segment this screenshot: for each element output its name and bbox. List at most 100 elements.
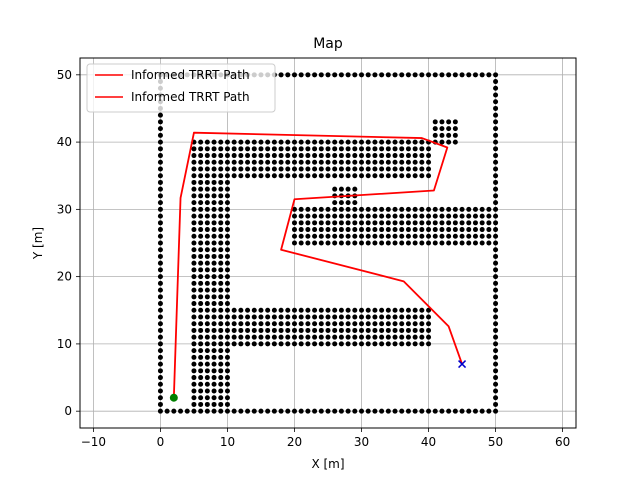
obstacle-point xyxy=(493,119,499,125)
obstacle-point xyxy=(198,327,204,333)
obstacle-point xyxy=(385,233,391,239)
obstacle-point xyxy=(285,341,291,347)
obstacle-point xyxy=(271,307,277,313)
obstacle-point xyxy=(204,375,210,381)
obstacle-point xyxy=(211,153,217,159)
obstacle-point xyxy=(405,227,411,233)
obstacle-point xyxy=(352,341,358,347)
obstacle-point xyxy=(345,240,351,246)
obstacle-point xyxy=(439,206,445,212)
obstacle-point xyxy=(211,166,217,172)
obstacle-point xyxy=(191,179,197,185)
obstacle-point xyxy=(265,166,271,172)
obstacle-point xyxy=(191,341,197,347)
obstacle-point xyxy=(312,341,318,347)
obstacle-point xyxy=(486,206,492,212)
obstacle-point xyxy=(204,267,210,273)
obstacle-point xyxy=(359,206,365,212)
obstacle-point xyxy=(238,334,244,340)
obstacle-point xyxy=(224,146,230,152)
obstacle-point xyxy=(419,159,425,165)
obstacle-point xyxy=(426,206,432,212)
obstacle-point xyxy=(191,301,197,307)
obstacle-point xyxy=(332,327,338,333)
obstacle-point xyxy=(345,166,351,172)
obstacle-point xyxy=(305,173,311,179)
obstacle-point xyxy=(318,220,324,226)
obstacle-point xyxy=(238,173,244,179)
obstacle-point xyxy=(359,72,365,78)
obstacle-point xyxy=(157,381,163,387)
obstacle-point xyxy=(365,334,371,340)
obstacle-point xyxy=(224,179,230,185)
obstacle-point xyxy=(493,401,499,407)
obstacle-point xyxy=(472,220,478,226)
obstacle-point xyxy=(224,307,230,313)
obstacle-point xyxy=(472,240,478,246)
obstacle-point xyxy=(291,307,297,313)
obstacle-point xyxy=(224,334,230,340)
obstacle-point xyxy=(345,314,351,320)
obstacle-point xyxy=(452,72,458,78)
obstacle-point xyxy=(245,159,251,165)
obstacle-point xyxy=(325,72,331,78)
obstacle-point xyxy=(392,408,398,414)
obstacle-point xyxy=(191,354,197,360)
obstacle-point xyxy=(325,314,331,320)
obstacle-point xyxy=(198,253,204,259)
obstacle-point xyxy=(157,280,163,286)
obstacle-point xyxy=(204,307,210,313)
obstacle-point xyxy=(258,327,264,333)
obstacle-point xyxy=(359,321,365,327)
obstacle-point xyxy=(385,159,391,165)
obstacle-point xyxy=(231,146,237,152)
obstacle-point xyxy=(312,327,318,333)
obstacle-point xyxy=(452,233,458,239)
obstacle-point xyxy=(291,233,297,239)
obstacle-point xyxy=(419,166,425,172)
obstacle-point xyxy=(345,206,351,212)
obstacle-point xyxy=(352,200,358,206)
obstacle-point xyxy=(157,368,163,374)
obstacle-point xyxy=(432,220,438,226)
obstacle-point xyxy=(265,139,271,145)
obstacle-point xyxy=(352,240,358,246)
obstacle-point xyxy=(385,139,391,145)
obstacle-point xyxy=(493,361,499,367)
obstacle-point xyxy=(385,334,391,340)
obstacle-point xyxy=(191,381,197,387)
obstacle-point xyxy=(426,321,432,327)
chart-title: Map xyxy=(313,36,343,52)
obstacle-point xyxy=(365,220,371,226)
obstacle-point xyxy=(379,146,385,152)
obstacle-point xyxy=(218,334,224,340)
obstacle-point xyxy=(426,307,432,313)
obstacle-point xyxy=(332,307,338,313)
obstacle-point xyxy=(198,267,204,273)
obstacle-point xyxy=(312,173,318,179)
obstacle-point xyxy=(258,408,264,414)
obstacle-point xyxy=(312,159,318,165)
obstacle-point xyxy=(218,314,224,320)
obstacle-point xyxy=(298,153,304,159)
obstacle-point xyxy=(359,166,365,172)
obstacle-point xyxy=(365,72,371,78)
obstacle-point xyxy=(493,126,499,132)
obstacle-point xyxy=(198,260,204,266)
y-tick-label: 40 xyxy=(57,135,72,149)
obstacle-point xyxy=(359,314,365,320)
obstacle-point xyxy=(198,307,204,313)
obstacle-point xyxy=(191,321,197,327)
obstacle-point xyxy=(345,159,351,165)
obstacle-point xyxy=(204,179,210,185)
obstacle-point xyxy=(372,159,378,165)
obstacle-point xyxy=(385,146,391,152)
obstacle-point xyxy=(385,166,391,172)
obstacle-point xyxy=(405,327,411,333)
obstacle-point xyxy=(352,233,358,239)
obstacle-point xyxy=(211,280,217,286)
obstacle-point xyxy=(164,408,170,414)
obstacle-point xyxy=(211,233,217,239)
obstacle-point xyxy=(224,280,230,286)
obstacle-point xyxy=(265,327,271,333)
